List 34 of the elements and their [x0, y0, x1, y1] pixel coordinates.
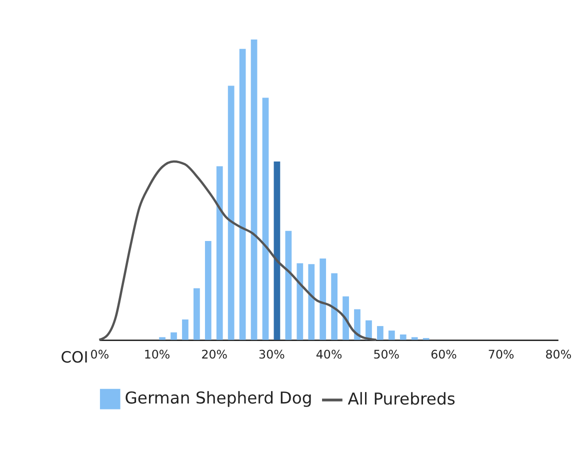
bar	[377, 326, 384, 340]
x-tick-label: 50%	[373, 348, 400, 362]
legend-label: All Purebreds	[348, 390, 456, 409]
x-tick-label: 10%	[144, 348, 170, 362]
x-tick-label: 60%	[430, 348, 457, 362]
bar	[216, 166, 223, 340]
bar	[296, 263, 304, 340]
bar	[182, 319, 188, 340]
bar	[354, 309, 360, 340]
bar	[411, 337, 418, 340]
legend-label: German Shepherd Dog	[124, 388, 312, 408]
bar	[388, 330, 395, 340]
x-tick-label: 70%	[488, 348, 514, 362]
bar	[331, 273, 338, 340]
bar	[204, 241, 212, 340]
bar	[262, 98, 269, 340]
bar	[239, 48, 246, 340]
x-tick-label: 0%	[90, 348, 110, 362]
bar	[274, 161, 280, 340]
bar	[228, 86, 234, 340]
bar	[308, 264, 315, 340]
bar	[159, 337, 166, 340]
bar	[320, 258, 326, 340]
x-tick-label: 80%	[545, 348, 572, 362]
bar	[194, 288, 200, 340]
x-axis-title: COI	[60, 348, 88, 367]
bar	[400, 334, 406, 340]
bar	[342, 296, 349, 340]
x-tick-label: 40%	[316, 348, 342, 362]
bar	[250, 40, 258, 340]
x-tick-label: 30%	[258, 348, 285, 362]
bar	[285, 230, 292, 340]
x-tick-label: 20%	[201, 348, 228, 362]
bar	[170, 332, 177, 340]
